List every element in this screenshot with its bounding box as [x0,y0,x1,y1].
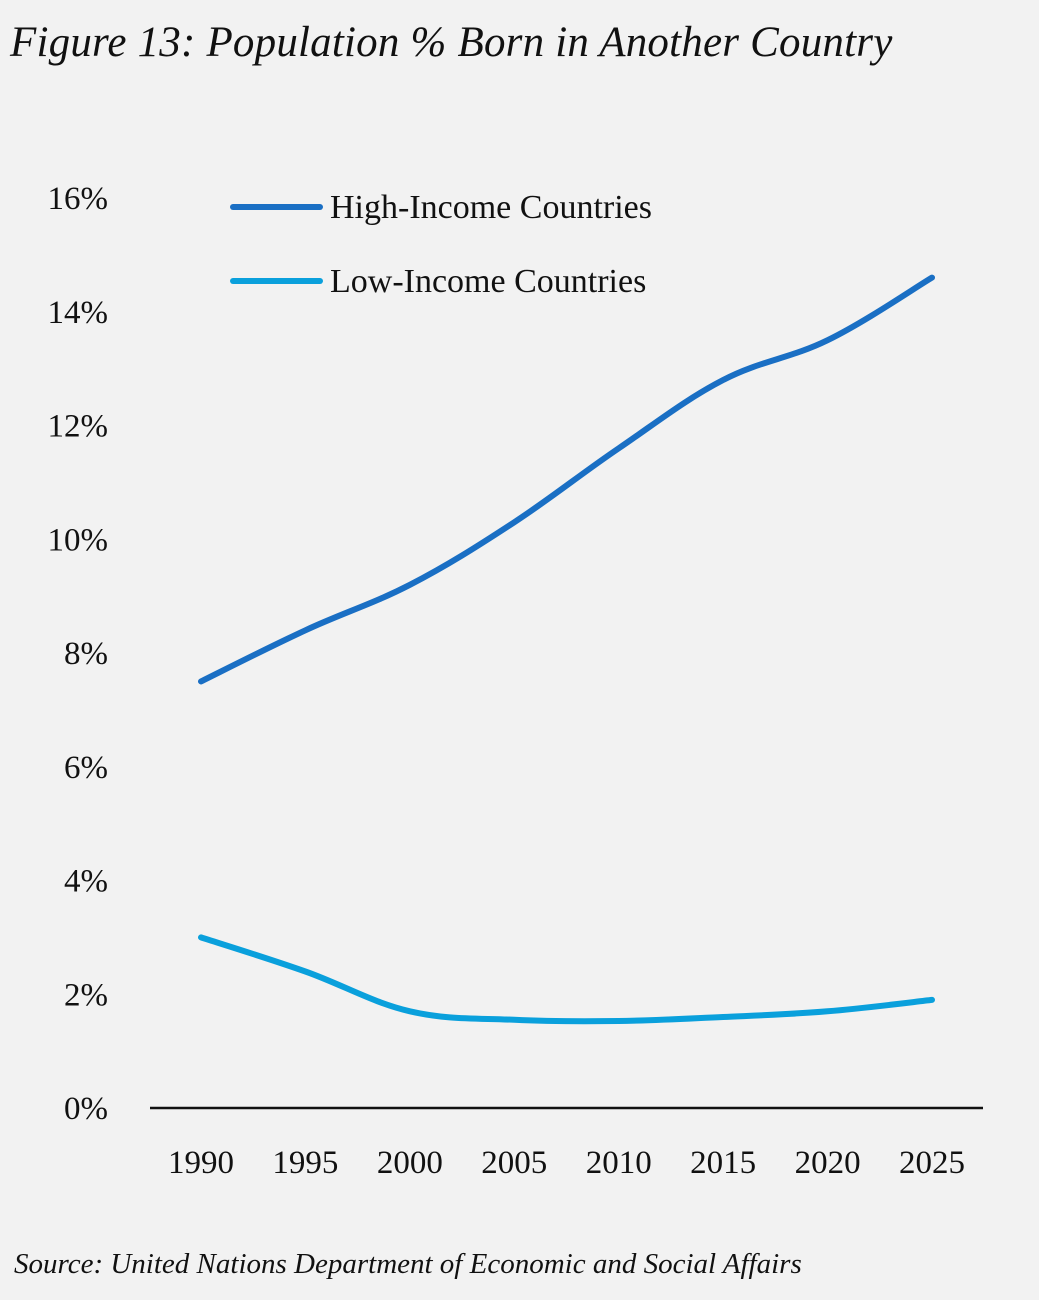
series-line-high-income-countries [198,274,935,685]
legend-label-low-income-countries: Low-Income Countries [330,263,646,300]
data-point-high-income-countries [825,337,831,343]
y-tick-label: 14% [48,295,109,331]
legend: High-Income Countries Low-Income Countrie… [230,189,652,300]
data-point-high-income-countries [302,627,308,633]
y-tick-label: 8% [64,636,108,672]
y-tick-label: 2% [64,977,108,1013]
series-lines [198,274,935,1025]
y-tick-label: 0% [64,1091,108,1127]
figure-title: Figure 13: Population % Born in Another … [10,19,893,66]
x-axis-ticks: 1990 1995 2000 2005 2010 2015 2020 2025 [168,1145,965,1181]
data-point-low-income-countries [720,1014,726,1020]
x-tick-label: 2020 [795,1145,861,1181]
legend-label-high-income-countries: High-Income Countries [330,189,652,226]
y-axis-ticks: 0% 2% 4% 6% 8% 10% 12% 14% 16% [48,181,109,1127]
data-point-high-income-countries [720,377,726,383]
x-tick-label: 1990 [168,1145,234,1181]
x-tick-label: 2000 [377,1145,443,1181]
y-tick-label: 12% [48,409,109,445]
data-point-high-income-countries [407,582,413,588]
x-tick-label: 2005 [481,1145,547,1181]
x-tick-label: 2010 [586,1145,652,1181]
data-point-low-income-countries [511,1017,517,1023]
data-point-high-income-countries [511,519,517,525]
y-tick-label: 16% [48,181,109,217]
data-point-low-income-countries [929,997,935,1003]
data-point-high-income-countries [198,678,204,684]
data-point-low-income-countries [825,1008,831,1014]
data-point-low-income-countries [407,1008,413,1014]
x-tick-label: 2025 [899,1145,965,1181]
data-point-low-income-countries [198,934,204,940]
x-tick-label: 1995 [272,1145,338,1181]
y-tick-label: 10% [48,522,109,558]
data-point-high-income-countries [929,275,935,281]
series-line-low-income-countries [198,934,935,1025]
data-point-high-income-countries [616,445,622,451]
y-tick-label: 4% [64,864,108,900]
data-point-low-income-countries [302,969,308,975]
data-point-low-income-countries [616,1018,622,1024]
y-tick-label: 6% [64,750,108,786]
x-tick-label: 2015 [690,1145,756,1181]
source-note: Source: United Nations Department of Eco… [14,1248,802,1280]
